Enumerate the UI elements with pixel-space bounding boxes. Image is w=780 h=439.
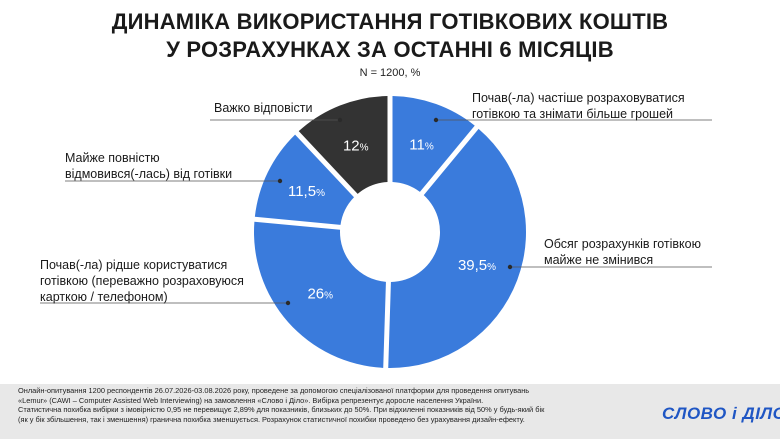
methodology-line-4: (як у бік збільшення, так і зменшення) г…: [18, 414, 525, 424]
leader-dot-5: [337, 117, 343, 123]
slice-category-label-3-line-1: Почав(-ла) рідше користуватися: [40, 258, 228, 272]
slice-value-label-2: 39,5%: [458, 257, 496, 274]
donut-slice-2: [388, 128, 526, 368]
slice-category-label-4-line-1: Майже повністю: [65, 151, 160, 165]
slice-category-label-3-line-3: карткою / телефоном): [40, 290, 168, 304]
slice-value-label-3: 26%: [307, 286, 333, 303]
slice-category-label-2-line-2: майже не змінився: [544, 253, 654, 267]
donut-chart: 11% 39,5% 26% 11,5% 12%: [40, 96, 712, 368]
methodology-line-2: «Lemur» (CAWI – Computer Assisted Web In…: [18, 395, 484, 405]
leader-dot-4: [277, 178, 283, 184]
slice-category-label-1: Почав(-ла) частіше розраховуватися готівк…: [472, 90, 685, 122]
donut-slice-5: [298, 96, 388, 194]
sample-size-note: N = 1200, %: [359, 67, 421, 79]
chart-title-line-1: ДИНАМІКА ВИКОРИСТАННЯ ГОТІВКОВИХ КОШТІВ: [111, 9, 669, 34]
donut-slice-3: [254, 221, 386, 368]
methodology-line-3: Статистична похибка вибірки з імовірніст…: [18, 405, 545, 415]
slice-category-label-3: Почав(-ла) рідше користуватися готівкою (…: [40, 257, 244, 305]
slice-value-label-4: 11,5%: [288, 183, 325, 200]
slice-category-label-1-line-2: готівкою та знімати більше грошей: [472, 107, 674, 121]
chart-title: ДИНАМІКА ВИКОРИСТАННЯ ГОТІВКОВИХ КОШТІВ …: [0, 8, 780, 64]
leader-dot-2: [507, 264, 513, 270]
slovo-i-dilo-logo: СЛОВО і ДІЛО: [662, 404, 780, 423]
slice-value-label-5: 12%: [343, 138, 369, 155]
leader-dot-1: [433, 117, 439, 123]
footer-band: [0, 384, 780, 439]
methodology-note: Онлайн-опитування 1200 респондентів 26.0…: [18, 386, 578, 424]
slice-category-label-1-line-1: Почав(-ла) частіше розраховуватися: [472, 91, 685, 105]
slice-category-label-2: Обсяг розрахунків готівкою майже не зміни…: [544, 236, 701, 268]
slice-category-label-3-line-2: готівкою (переважно розраховуюся: [40, 274, 244, 288]
slice-category-label-5: Важко відповісти: [214, 100, 313, 116]
slice-category-label-2-line-1: Обсяг розрахунків готівкою: [544, 237, 701, 251]
leader-dot-3: [285, 300, 291, 306]
donut-slice-4: [254, 134, 354, 225]
slice-value-label-1: 11%: [409, 136, 434, 153]
slice-category-label-4: Майже повністю відмовився(-лась) від готі…: [65, 150, 232, 182]
slice-category-label-5-line-1: Важко відповісти: [214, 101, 313, 115]
methodology-line-1: Онлайн-опитування 1200 респондентів 26.0…: [18, 386, 530, 395]
chart-title-line-2: У РОЗРАХУНКАХ ЗА ОСТАННІ 6 МІСЯЦІВ: [166, 37, 614, 62]
slice-category-label-4-line-2: відмовився(-лась) від готівки: [65, 167, 233, 181]
